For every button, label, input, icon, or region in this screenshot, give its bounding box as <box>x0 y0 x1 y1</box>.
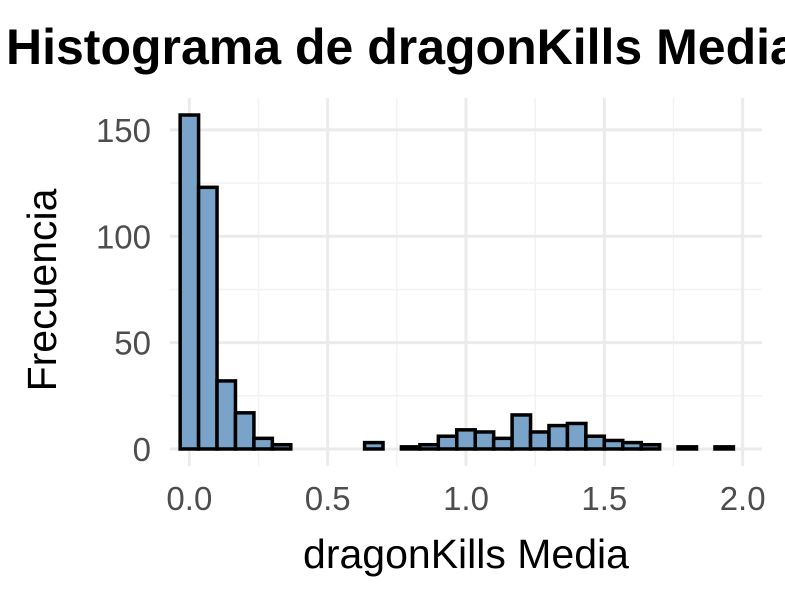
histogram-bar <box>602 438 625 451</box>
histogram-bar <box>547 423 570 451</box>
histogram-bar <box>178 113 201 451</box>
histogram-bar <box>639 442 662 451</box>
x-tick-label: 1.0 <box>443 480 489 517</box>
histogram-bar <box>196 185 219 451</box>
bars <box>178 113 736 451</box>
y-tick-label: 150 <box>96 112 151 149</box>
histogram-bar <box>713 445 736 451</box>
x-axis-title: dragonKills Media <box>303 531 629 577</box>
histogram-bar <box>362 440 385 451</box>
histogram-bar <box>473 430 496 451</box>
histogram-bar <box>565 421 588 451</box>
x-tick-label: 2.0 <box>720 480 766 517</box>
grid <box>170 98 762 466</box>
x-tick-label: 0.0 <box>166 480 212 517</box>
histogram-bar <box>418 442 441 451</box>
histogram-bar <box>584 434 607 451</box>
histogram-bar <box>621 440 643 451</box>
y-axis-title: Frecuencia <box>19 188 65 391</box>
histogram-bar <box>510 413 533 451</box>
y-tick-label: 0 <box>133 431 151 468</box>
histogram-bar <box>676 445 699 451</box>
chart-title: Histograma de dragonKills Media <box>6 19 785 75</box>
histogram-bar <box>455 428 477 451</box>
x-tick-label: 1.5 <box>581 480 627 517</box>
y-tick-label: 100 <box>96 218 151 255</box>
y-tick-label: 50 <box>114 325 151 362</box>
histogram-bar <box>270 442 293 451</box>
x-axis-ticks: 0.0 0.5 1.0 1.5 2.0 <box>166 480 765 517</box>
y-axis-ticks: 0 50 100 150 <box>96 112 151 468</box>
histogram-bar <box>252 436 275 451</box>
histogram-bar <box>528 430 551 451</box>
histogram-bar <box>491 436 514 451</box>
histogram-bar <box>399 445 422 451</box>
histogram-bar <box>233 411 256 451</box>
x-tick-label: 0.5 <box>305 480 351 517</box>
histogram-bar <box>215 379 238 451</box>
histogram-bar <box>436 434 459 451</box>
